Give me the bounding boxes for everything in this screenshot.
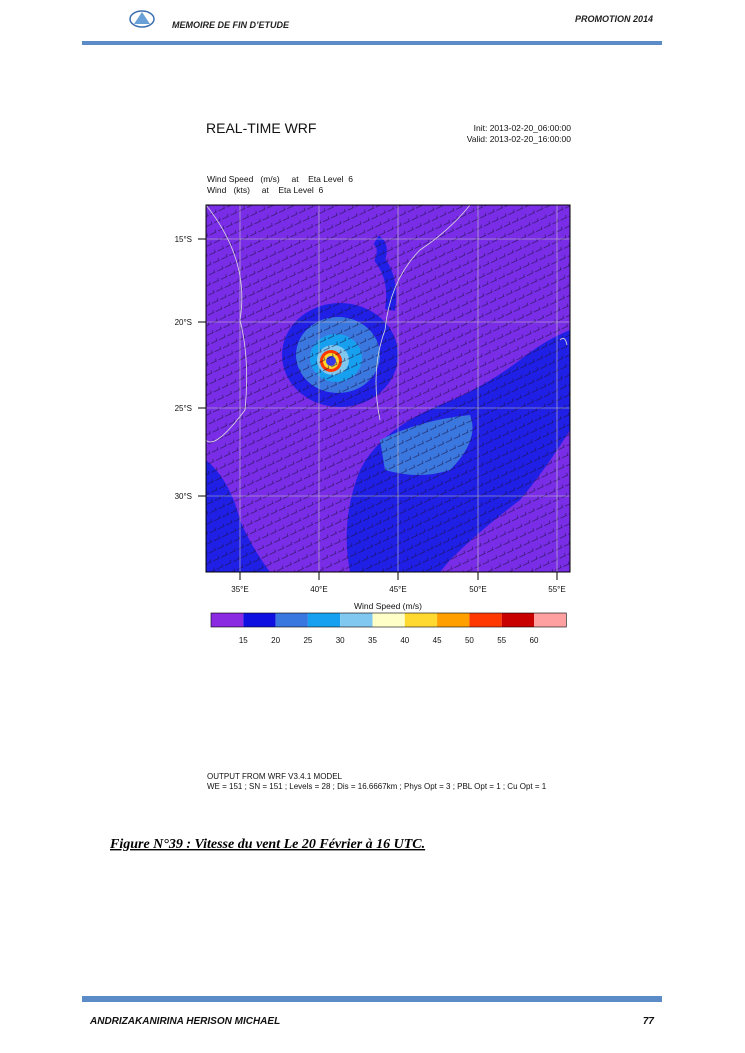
lon-label: 50°E <box>469 585 486 594</box>
graticule <box>206 205 570 572</box>
lat-label: 25°S <box>175 404 192 413</box>
lon-label: 40°E <box>310 585 327 594</box>
header-left: MEMOIRE DE FIN D’ETUDE <box>172 20 290 30</box>
colorbar-tick: 25 <box>303 636 312 645</box>
lon-axis: 35°E 40°E 45°E 50°E 55°E <box>231 572 566 594</box>
lat-axis: 15°S 20°S 25°S 30°S <box>175 235 206 501</box>
lat-label: 15°S <box>175 235 192 244</box>
header-right: PROMOTION 2014 <box>575 14 653 24</box>
colorbar-tick: 20 <box>271 636 280 645</box>
footer-author: ANDRIZAKANIRINA HERISON MICHAEL <box>89 1016 280 1027</box>
lon-label: 55°E <box>548 585 565 594</box>
colorbar-tick: 35 <box>368 636 377 645</box>
header-rule <box>82 41 662 45</box>
valid-time: Valid: 2013-02-20_16:00:00 <box>467 134 572 144</box>
model-info: WE = 151 ; SN = 151 ; Levels = 28 ; Dis … <box>207 782 547 791</box>
lon-label: 45°E <box>389 585 406 594</box>
figure-title: REAL-TIME WRF <box>206 120 316 136</box>
colorbar-tick: 15 <box>239 636 248 645</box>
colorbar-tick: 40 <box>400 636 409 645</box>
field-label: Wind Speed (m/s) at Eta Level 6 <box>207 174 353 184</box>
field-label: Wind (kts) at Eta Level 6 <box>207 185 323 195</box>
lat-label: 20°S <box>175 318 192 327</box>
lon-label: 35°E <box>231 585 248 594</box>
figure-caption: Figure N°39 : Vitesse du vent Le 20 Févr… <box>109 837 425 852</box>
page-number: 77 <box>643 1016 655 1027</box>
colorbar-label: Wind Speed (m/s) <box>354 601 422 611</box>
map-frame <box>205 204 571 573</box>
colorbar-tick: 50 <box>465 636 474 645</box>
wind-map <box>206 205 570 572</box>
colorbar-tick: 60 <box>530 636 539 645</box>
init-time: Init: 2013-02-20_06:00:00 <box>474 123 572 133</box>
colorbar-tick: 55 <box>497 636 506 645</box>
colorbar-tick: 45 <box>433 636 442 645</box>
colorbar: 15 20 25 30 35 40 45 50 55 60 <box>210 612 567 645</box>
logo <box>129 10 155 28</box>
footer-rule <box>82 996 662 1002</box>
model-info: OUTPUT FROM WRF V3.4.1 MODEL <box>207 772 343 781</box>
colorbar-tick: 30 <box>336 636 345 645</box>
lat-label: 30°S <box>175 492 192 501</box>
